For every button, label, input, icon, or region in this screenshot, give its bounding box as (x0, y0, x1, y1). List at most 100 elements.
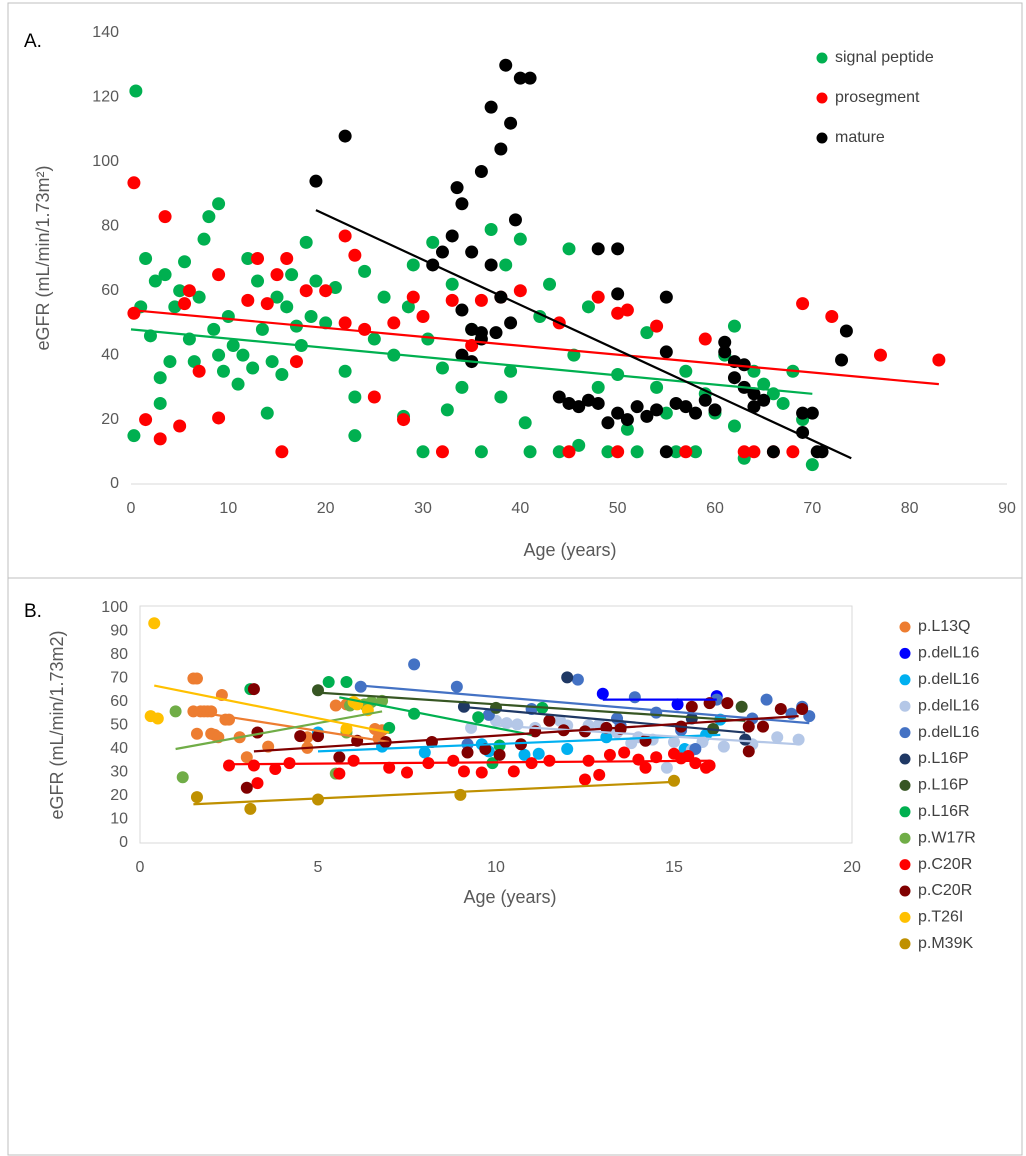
y-tick-label: 80 (110, 646, 128, 663)
y-tick-label: 90 (110, 623, 128, 640)
point (329, 699, 342, 712)
y-tick-label: 100 (92, 153, 119, 170)
point (251, 777, 264, 790)
trendline (130, 308, 939, 386)
point (202, 210, 216, 224)
point (169, 705, 182, 718)
point (465, 245, 479, 259)
point (312, 684, 324, 697)
legend-marker (899, 911, 911, 923)
x-tick-label: 60 (706, 500, 724, 517)
y-tick-label: 100 (101, 599, 128, 616)
point (129, 84, 143, 98)
legend-marker (816, 92, 828, 104)
legend-label: signal peptide (835, 49, 934, 66)
point (240, 781, 253, 794)
point (148, 274, 162, 288)
y-tick-label: 60 (101, 282, 119, 299)
legend-marker (899, 647, 911, 659)
legend-marker (899, 938, 911, 950)
legend-marker (899, 779, 911, 791)
y-tick-label: 0 (110, 475, 119, 492)
y-axis-title: eGFR (mL/min/1.73m2) (47, 630, 67, 819)
point (493, 739, 506, 752)
point (207, 322, 221, 336)
point (747, 445, 761, 459)
point (445, 293, 459, 307)
point (173, 419, 187, 433)
point (796, 297, 810, 311)
trendline (315, 209, 852, 460)
point (727, 319, 741, 333)
point (689, 445, 703, 459)
point (340, 676, 353, 689)
point (187, 355, 201, 369)
point (338, 364, 352, 378)
point (650, 403, 664, 417)
point (757, 393, 771, 407)
point (792, 733, 805, 746)
point (440, 403, 454, 417)
point (727, 371, 741, 385)
point (151, 712, 164, 725)
point (717, 740, 730, 753)
trendline (175, 710, 383, 751)
point (275, 445, 289, 459)
y-tick-label: 40 (110, 740, 128, 757)
point (377, 290, 391, 304)
point (518, 748, 531, 761)
point (785, 707, 798, 720)
point (158, 210, 172, 224)
legend-label: p.M39K (918, 935, 973, 952)
point (241, 252, 255, 265)
point (771, 731, 784, 744)
point (698, 393, 712, 407)
point (421, 332, 435, 346)
point (260, 406, 274, 420)
trendline (228, 759, 710, 766)
point (805, 406, 819, 420)
point (640, 409, 654, 423)
point (406, 290, 420, 304)
point (523, 445, 537, 459)
point (601, 416, 615, 430)
y-tick-label: 140 (92, 24, 119, 41)
point (593, 768, 606, 781)
point (153, 371, 167, 385)
point (562, 445, 576, 459)
point (299, 235, 313, 249)
y-tick-label: 30 (110, 764, 128, 781)
point (163, 355, 177, 369)
point (401, 766, 413, 779)
x-tick-label: 90 (998, 500, 1016, 517)
point (338, 229, 352, 243)
point (581, 300, 595, 314)
point (591, 290, 605, 304)
x-tick-label: 30 (414, 500, 432, 517)
point (650, 706, 663, 719)
legend-label: p.C20R (918, 882, 972, 899)
legend-label: p.L13Q (918, 618, 970, 635)
point (127, 306, 141, 320)
point (679, 445, 693, 459)
point (489, 326, 503, 340)
point (358, 322, 372, 336)
legend-label: prosegment (835, 89, 920, 106)
point (737, 358, 751, 372)
legend-label: p.W17R (918, 829, 976, 846)
point (455, 380, 469, 394)
x-tick-label: 20 (317, 500, 335, 517)
trendline (317, 691, 746, 722)
legend-marker (899, 885, 911, 897)
legend-marker (899, 806, 911, 818)
point (472, 711, 485, 724)
point (387, 316, 401, 330)
point (347, 754, 360, 767)
point (240, 751, 253, 764)
y-tick-label: 40 (101, 346, 119, 363)
point (333, 767, 346, 780)
y-axis-title: eGFR (mL/min/1.73m²) (33, 165, 53, 350)
trendline (253, 715, 799, 753)
point (212, 348, 226, 362)
legend-label: p.delL16 (918, 697, 979, 714)
